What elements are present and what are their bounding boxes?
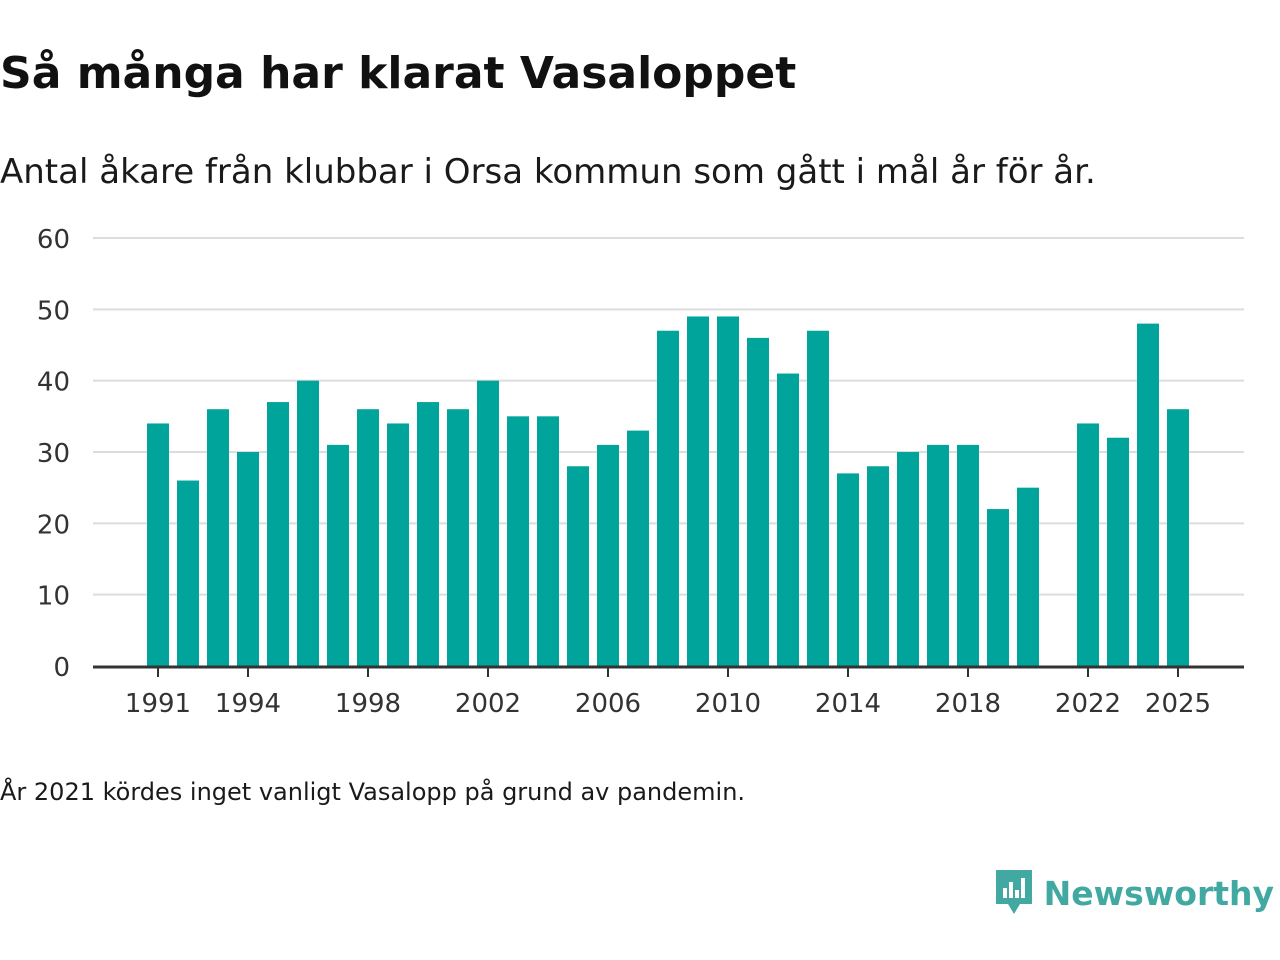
bar-1993	[207, 409, 229, 666]
bar-2020	[1017, 487, 1039, 666]
bar-2009	[687, 316, 709, 666]
bar-2017	[927, 444, 949, 666]
bar-2010	[717, 316, 739, 666]
newsworthy-brand: Newsworthy	[994, 868, 1274, 918]
bar-2012	[777, 373, 799, 666]
y-tick-label: 50	[37, 296, 70, 326]
y-tick-label: 0	[53, 653, 70, 683]
newsworthy-logo-icon	[995, 870, 1032, 914]
x-tick-label: 2006	[575, 689, 641, 719]
bar-2006	[597, 444, 619, 666]
bar-2008	[657, 330, 679, 666]
bar-2023	[1107, 437, 1129, 666]
x-tick-label: 1994	[215, 689, 281, 719]
bar-2024	[1137, 323, 1159, 666]
bar-1998	[357, 409, 379, 666]
brand-name: Newsworthy	[1043, 873, 1274, 913]
x-tick-label: 2002	[455, 689, 521, 719]
bar-2002	[477, 380, 499, 666]
x-tick-label: 1998	[335, 689, 401, 719]
chart-title: Så många har klarat Vasaloppet	[0, 48, 797, 99]
bar-2018	[957, 444, 979, 666]
bar-2001	[447, 409, 469, 666]
y-axis-ticks: 0 10 20 30 40 50 60	[37, 225, 70, 683]
bar-2019	[987, 509, 1009, 666]
bar-2011	[747, 337, 769, 666]
y-tick-label: 40	[37, 368, 70, 398]
x-tick-label: 2025	[1145, 689, 1211, 719]
bar-2005	[567, 466, 589, 666]
bars	[147, 316, 1189, 666]
x-tick-label: 2018	[935, 689, 1001, 719]
bar-2016	[897, 452, 919, 666]
footnote: År 2021 kördes inget vanligt Vasalopp på…	[0, 778, 746, 806]
bar-2000	[417, 402, 439, 666]
bar-2014	[837, 473, 859, 666]
bar-1991	[147, 423, 169, 666]
bar-2003	[507, 416, 529, 666]
bar-2015	[867, 466, 889, 666]
bar-1994	[237, 452, 259, 666]
bar-1992	[177, 480, 199, 666]
y-tick-label: 10	[37, 582, 70, 612]
bar-1997	[327, 444, 349, 666]
y-tick-label: 20	[37, 510, 70, 540]
x-tick-label: 2022	[1055, 689, 1121, 719]
bar-2013	[807, 330, 829, 666]
bar-1995	[267, 402, 289, 666]
bar-2004	[537, 416, 559, 666]
x-axis-ticks: 1991 1994 1998 2002 2006 2010 2014 2018 2022 2025	[125, 668, 1211, 719]
x-tick-label: 2010	[695, 689, 761, 719]
bar-2007	[627, 430, 649, 666]
x-tick-label: 1991	[125, 689, 191, 719]
bar-2025	[1167, 409, 1189, 666]
y-tick-label: 30	[37, 439, 70, 469]
x-tick-label: 2014	[815, 689, 881, 719]
chart-subtitle: Antal åkare från klubbar i Orsa kommun s…	[0, 152, 1096, 192]
bar-2022	[1077, 423, 1099, 666]
bar-1999	[387, 423, 409, 666]
bar-1996	[297, 380, 319, 666]
y-tick-label: 60	[37, 225, 70, 255]
